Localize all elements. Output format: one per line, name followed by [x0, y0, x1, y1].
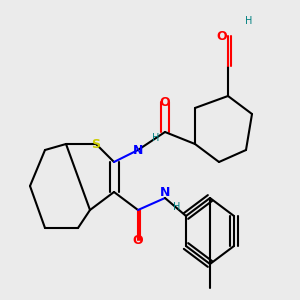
Text: H: H: [173, 202, 181, 212]
Text: S: S: [92, 137, 100, 151]
Text: O: O: [160, 95, 170, 109]
Text: O: O: [217, 29, 227, 43]
Text: H: H: [152, 133, 160, 143]
Text: N: N: [160, 185, 170, 199]
Text: H: H: [245, 16, 253, 26]
Text: O: O: [133, 233, 143, 247]
Text: N: N: [133, 143, 143, 157]
